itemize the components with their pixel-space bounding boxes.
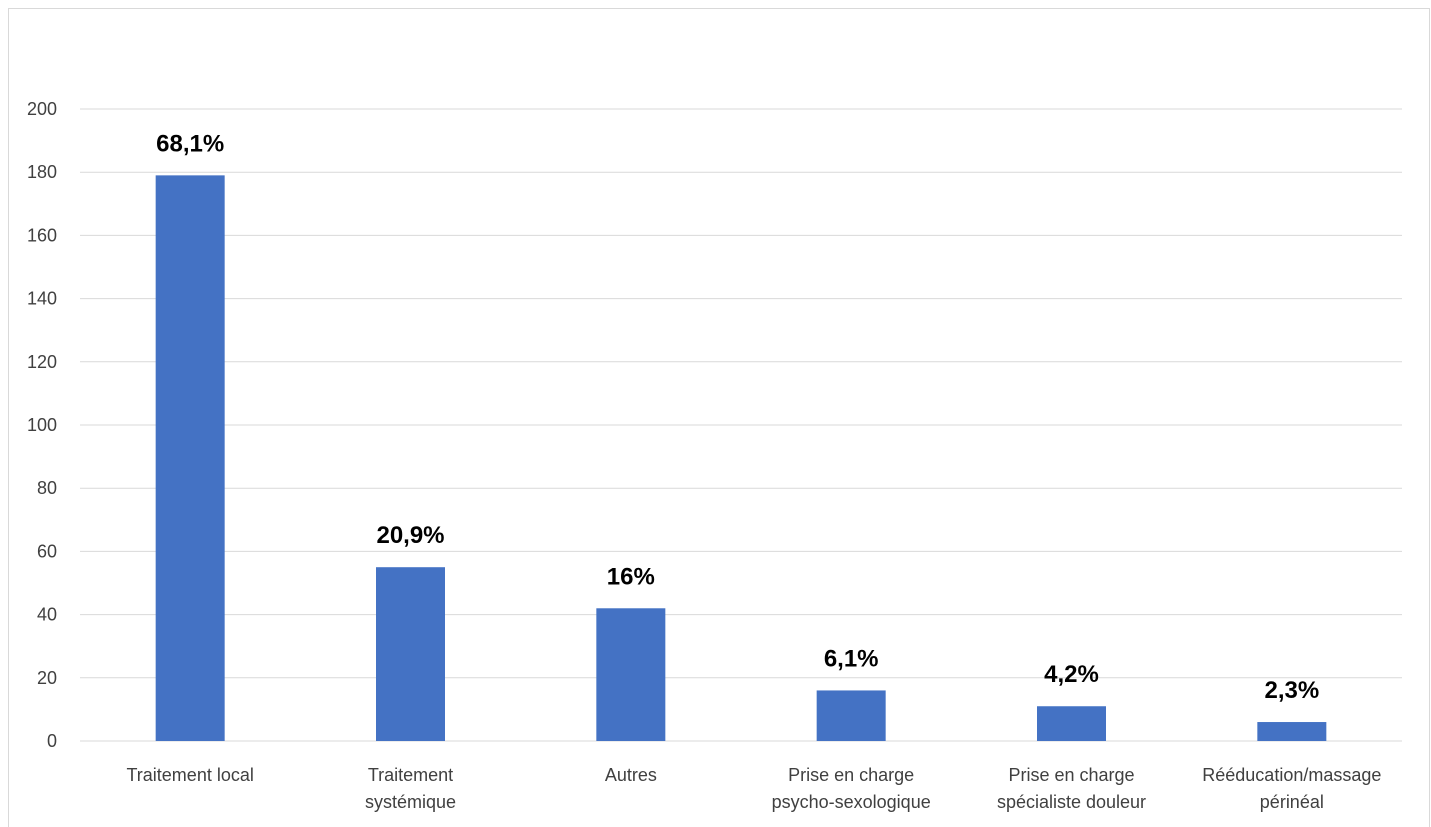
y-tick-label: 40 (37, 605, 57, 625)
y-tick-label: 140 (27, 289, 57, 309)
bar (376, 567, 445, 741)
y-tick-label: 0 (47, 731, 57, 751)
y-tick-label: 80 (37, 478, 57, 498)
x-category-label: psycho-sexologique (772, 792, 931, 812)
x-axis-categories: Traitement local Traitement systémique Autr… (126, 765, 1381, 812)
x-category-label: systémique (365, 792, 456, 812)
x-category-label: Traitement (368, 765, 453, 785)
y-tick-label: 100 (27, 415, 57, 435)
bar (596, 608, 666, 741)
bars (155, 175, 1327, 742)
data-labels: 68,1% 20,9% 16% 6,1% 4,2% 2,3% (156, 130, 1319, 704)
x-category-label: Autres (605, 765, 657, 785)
x-category-label: Rééducation/massage (1202, 765, 1381, 785)
bar (1257, 722, 1327, 741)
data-label: 6,1% (824, 645, 879, 672)
data-label: 2,3% (1264, 677, 1319, 704)
y-tick-label: 120 (27, 352, 57, 372)
bar (155, 175, 225, 742)
y-tick-label: 160 (27, 225, 57, 245)
y-tick-label: 60 (37, 541, 57, 561)
y-tick-label: 200 (27, 99, 57, 119)
x-category-label: Prise en charge (1008, 765, 1134, 785)
x-category-label: Prise en charge (788, 765, 914, 785)
data-label: 20,9% (376, 522, 444, 549)
y-tick-label: 180 (27, 162, 57, 182)
bar (1037, 706, 1106, 741)
x-category-label: spécialiste douleur (997, 792, 1146, 812)
y-tick-label: 20 (37, 668, 57, 688)
y-axis-ticks: 0 20 40 60 80 100 120 140 160 180 200 (27, 99, 57, 751)
data-label: 16% (607, 563, 655, 590)
gridlines (80, 108, 1402, 742)
x-category-label: périnéal (1260, 792, 1324, 812)
data-label: 68,1% (156, 130, 224, 157)
data-label: 4,2% (1044, 661, 1099, 688)
chart-frame (8, 8, 1430, 827)
bar (816, 690, 886, 741)
x-category-label: Traitement local (126, 765, 253, 785)
